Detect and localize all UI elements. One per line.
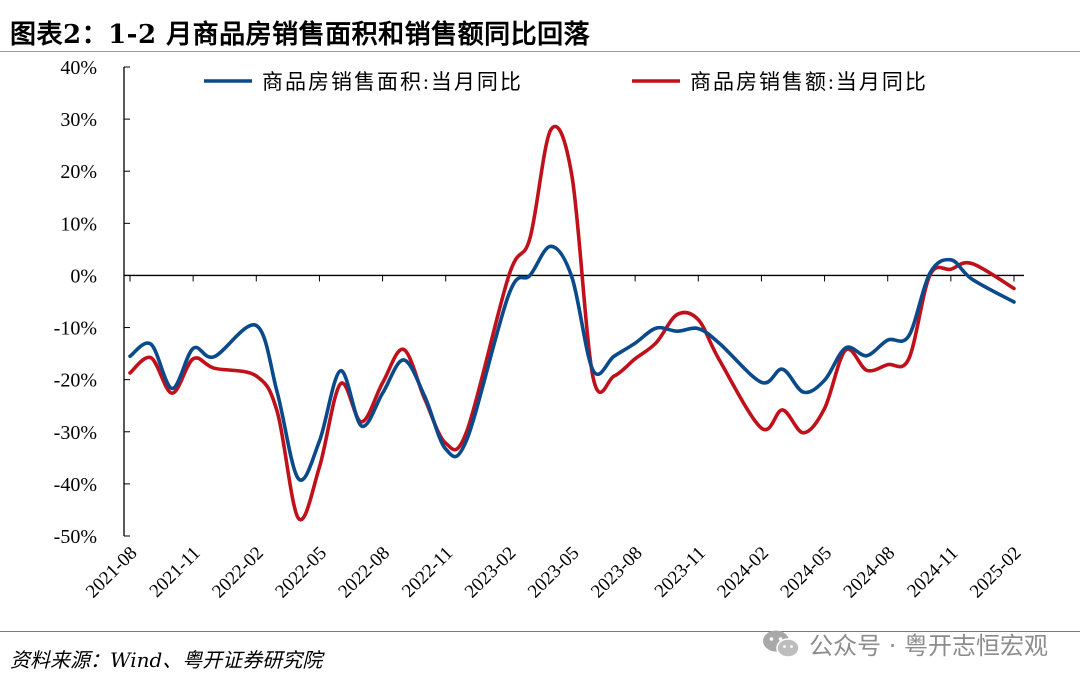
- watermark-text: 公众号 · 粤开志恒宏观: [809, 632, 1048, 660]
- x-axis-ticks: 2021-08 2021-11 2022-02 2022-05 2022-08 2022-…: [82, 275, 1026, 602]
- y-tick-label: -50%: [54, 526, 97, 548]
- x-tick-label: 2022-02: [208, 543, 268, 603]
- y-tick-label: 30%: [60, 109, 97, 131]
- x-tick-label: 2021-11: [146, 543, 205, 602]
- y-tick-label: -40%: [54, 474, 97, 496]
- chart-legend: 商品房销售面积:当月同比 商品房销售额:当月同比: [204, 70, 928, 94]
- line-chart: 40% 30% 20% 10% 0% -10% -20% -30% -40% -50% 2021-…: [54, 57, 1026, 602]
- x-tick-label: 2021-08: [82, 543, 142, 603]
- y-tick-label: 40%: [60, 57, 97, 79]
- x-tick-label: 2025-02: [966, 543, 1026, 603]
- y-tick-label: -10%: [54, 318, 97, 340]
- x-tick-label: 2024-02: [713, 543, 773, 603]
- series-lines: [128, 124, 1016, 522]
- y-axis-ticks: 40% 30% 20% 10% 0% -10% -20% -30% -40% -50%: [54, 57, 130, 548]
- legend-label: 商品房销售额:当月同比: [690, 70, 928, 94]
- x-tick-label: 2022-05: [271, 543, 331, 603]
- x-tick-label: 2024-11: [903, 543, 962, 602]
- footer-divider: [0, 631, 1080, 632]
- legend-label: 商品房销售面积:当月同比: [262, 70, 523, 94]
- x-tick-label: 2023-05: [524, 543, 584, 603]
- source-note: 资料来源：Wind、粤开证券研究院: [10, 648, 323, 672]
- x-tick-label: 2023-02: [461, 543, 521, 603]
- y-tick-label: 20%: [60, 161, 97, 183]
- y-tick-label: 10%: [60, 213, 97, 235]
- x-tick-label: 2023-08: [587, 543, 647, 603]
- x-tick-label: 2024-08: [840, 543, 900, 603]
- series-line-sales-area: [128, 244, 1016, 482]
- x-tick-label: 2022-08: [334, 543, 394, 603]
- watermark: 公众号 · 粤开志恒宏观: [761, 626, 1048, 661]
- y-tick-label: -20%: [54, 370, 97, 392]
- wechat-icon: [763, 630, 800, 658]
- chart-axes: [123, 67, 1024, 536]
- x-tick-label: 2022-11: [398, 543, 457, 602]
- series-line-sales-value: [128, 124, 1016, 522]
- y-tick-label: 0%: [70, 265, 97, 287]
- x-tick-label: 2023-11: [651, 543, 710, 602]
- chart-title: 图表2：1-2 月商品房销售面积和销售额同比回落: [10, 20, 591, 50]
- y-tick-label: -30%: [54, 422, 97, 444]
- x-tick-label: 2024-05: [776, 543, 836, 603]
- title-divider: [0, 51, 1080, 52]
